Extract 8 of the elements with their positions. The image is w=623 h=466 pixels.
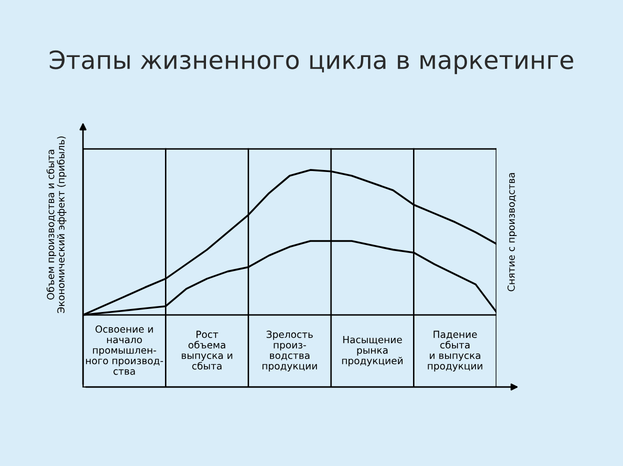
text: Насыщение рынка продукцией	[342, 336, 403, 366]
chart-title: Этапы жизненного цикла в маркетинге	[50, 50, 574, 74]
text: Рост объема выпуска и сбыта	[182, 330, 232, 370]
text: Падение сбыта и выпуска продукции	[428, 330, 482, 372]
y2-axis-title: Снятие с производства	[507, 173, 517, 292]
text: Освоение и начало промышлен- ного производ- ства	[86, 325, 164, 375]
y-axis-title: Объем производства и сбыта Экономический эффект (прибыль)	[46, 136, 66, 313]
text: Зрелость произ- водства продукции	[262, 330, 317, 372]
